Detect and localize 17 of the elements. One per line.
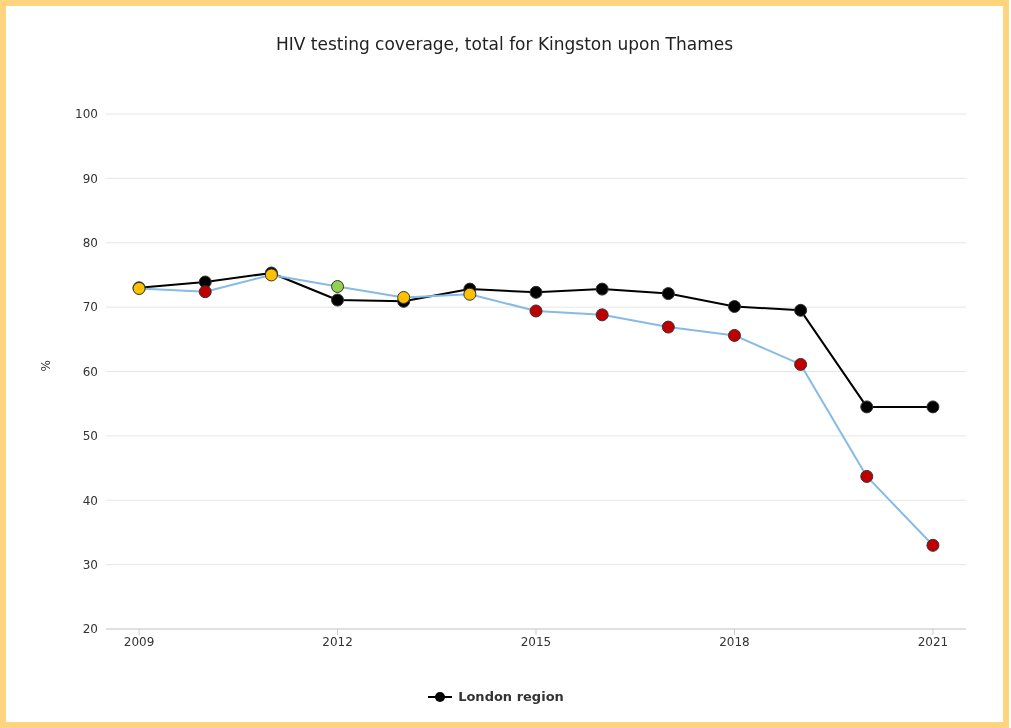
- x-tick-label: 2018: [719, 634, 750, 649]
- y-tick-label: 30: [82, 557, 98, 572]
- y-tick-label: 100: [75, 107, 98, 122]
- x-tick-label: 2012: [322, 634, 353, 649]
- y-tick-label: 40: [82, 493, 98, 508]
- legend-label: London region: [457, 689, 564, 704]
- y-tick-label: 80: [82, 236, 98, 251]
- y-axis-title: %: [39, 360, 54, 372]
- y-tick-label: 70: [82, 300, 98, 315]
- chart-title: HIV testing coverage, total for Kingston upon Thames: [274, 33, 735, 56]
- x-tick-label: 2021: [917, 634, 949, 649]
- y-tick-label: 50: [82, 429, 98, 444]
- x-tick-label: 2009: [123, 634, 155, 649]
- y-tick-label: 90: [82, 171, 98, 186]
- y-tick-label: 60: [82, 364, 98, 379]
- y-tick-label: 20: [82, 622, 98, 637]
- x-tick-label: 2015: [520, 634, 552, 649]
